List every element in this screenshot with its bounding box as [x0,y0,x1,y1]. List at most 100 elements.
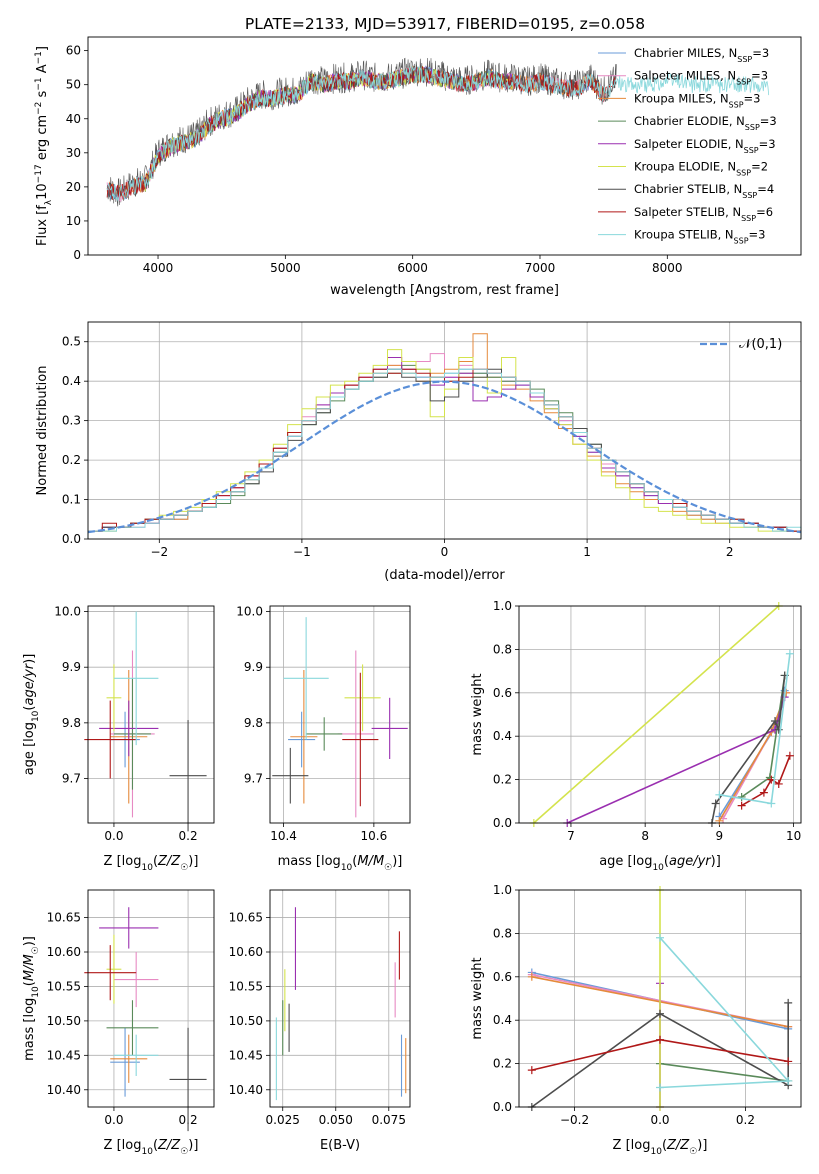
x-tick-label: 1 [583,545,591,559]
axes-frame [269,889,411,1108]
y-tick-label: 0 [73,248,81,262]
model-spectrum-line [106,65,617,200]
y-tick-label: 20 [66,180,81,194]
x-tick-label: 0.075 [372,1113,406,1127]
y-tick-label: 30 [66,146,81,160]
spectrum-panel: 4000 5000 6000 7000 8000 0 10 20 30 40 50 60 Chabrie… [34,36,802,298]
model-spectrum-line [106,67,605,202]
x-tick-label: −1 [293,545,311,559]
weight-marker [656,1035,664,1044]
y-tick-label: 0.8 [493,926,512,940]
y-tick-label: 9.7 [244,771,263,785]
x-tick-label: 9 [716,829,724,843]
y-tick-label: 0.0 [62,532,81,546]
weight-marker [711,799,720,808]
x-tick-label: 0.0 [104,829,123,843]
y-tick-label: 10.55 [229,979,263,993]
normal-curve [87,380,802,534]
y-tick-label: 9.9 [244,660,263,674]
y-tick-label: 10.40 [47,1083,81,1097]
x-tick-label: 0.2 [736,1113,755,1127]
legend-entry: Chabrier ELODIE, NSSP=3 [634,114,777,132]
weight-marker [656,1083,664,1092]
x-axis-label: age [log10(age/yr)] [599,854,721,873]
weight-marker [527,1066,536,1075]
y-tick-label: 1.0 [493,599,512,613]
weight-marker [774,725,783,734]
y-tick-label: 10.40 [229,1083,263,1097]
x-tick-label: 0.0 [650,1113,669,1127]
y-tick-label: 0.3 [62,414,81,428]
weight-line [659,937,790,1089]
y-tick-label: 0.4 [493,1013,512,1027]
y-axis-label: age [log10(age/yr)] [22,654,41,776]
mass-vs-reddening-panel: 0.025 0.050 0.075 10.40 10.45 10.50 10.55 10.60… [229,889,411,1153]
weight-marker [784,1057,793,1066]
weight-marker [527,972,536,981]
axes-frame [269,605,411,824]
y-axis-label: mass weight [470,673,485,755]
x-tick-label: 5000 [270,261,301,275]
x-tick-label: 2 [726,545,734,559]
legend-entry: Kroupa STELIB, NSSP=3 [634,228,765,246]
x-axis-label: Z [log10(Z/Z☉)] [613,1138,708,1157]
x-axis-label: Z [log10(Z/Z☉)] [104,1138,199,1157]
y-tick-label: 0.0 [493,816,512,830]
weight-vs-metallicity-panel: −0.2 0.0 0.2 0.0 0.2 0.4 0.6 0.8 1.0 Z [log10(Z/Z… [470,883,802,1157]
y-tick-label: 10.60 [229,945,263,959]
weight-marker [656,933,664,942]
y-tick-label: 9.9 [62,660,81,674]
y-axis-label: mass weight [470,957,485,1039]
age-vs-metallicity-panel: 0.0 0.2 9.7 9.8 9.9 10.0 Z [log10(Z/Z☉)] age [l… [22,605,215,873]
legend-entry: Salpeter STELIB, NSSP=6 [634,205,773,223]
y-tick-label: 9.8 [244,716,263,730]
y-tick-label: 60 [66,44,81,58]
x-tick-label: 10 [786,829,801,843]
y-tick-label: 10.0 [54,605,81,619]
x-tick-label: 0 [441,545,449,559]
y-tick-label: 10.50 [229,1014,263,1028]
weight-line [659,1062,789,1082]
x-tick-label: −2 [150,545,168,559]
weight-marker [774,779,783,788]
weight-marker [737,792,746,801]
histogram-step-line [87,349,802,539]
y-tick-label: 0.4 [493,729,512,743]
x-tick-label: 0.2 [179,829,198,843]
y-tick-label: 10.65 [47,911,81,925]
y-axis-label: mass [log10(M/M☉)] [22,936,41,1061]
weight-marker [785,751,794,760]
x-axis-label: (data-model)/error [384,568,505,583]
x-tick-label: 0.0 [104,1113,123,1127]
weight-marker [771,717,780,726]
y-tick-label: 40 [66,112,81,126]
legend-entry: Chabrier MILES, NSSP=3 [634,46,769,64]
x-tick-label: 10.4 [270,829,297,843]
x-tick-label: 0.025 [266,1113,300,1127]
legend-entry: Kroupa MILES, NSSP=3 [634,91,760,109]
axes-frame [87,605,215,824]
x-axis-label: Z [log10(Z/Z☉)] [104,854,199,873]
axes-frame [87,321,802,540]
weight-marker [767,799,776,808]
weight-marker [737,801,746,810]
age-vs-mass-panel: 10.4 10.6 9.7 9.8 9.9 10.0 mass [log10(M/M☉)] [236,605,411,873]
x-tick-label: 0.050 [319,1113,353,1127]
figure-title: PLATE=2133, MJD=53917, FIBERID=0195, z=0… [245,15,645,33]
legend-entry: Chabrier STELIB, NSSP=4 [634,182,774,200]
y-tick-label: 10.65 [229,911,263,925]
x-tick-label: 7000 [525,261,556,275]
y-tick-label: 10.50 [47,1014,81,1028]
y-axis-label: Flux [fλ10−17 erg cm−2 s−1 A−1] [34,46,54,246]
legend-entry: Salpeter MILES, NSSP=3 [634,69,768,87]
legend-entry: Salpeter ELODIE, NSSP=3 [634,137,776,155]
weight-vs-age-panel: 7 8 9 10 0.0 0.2 0.4 0.6 0.8 1.0 age [log10(age/yr… [470,599,802,873]
weight-marker [785,649,794,658]
weight-line [533,605,780,824]
axes-frame [518,605,802,824]
weight-marker [784,1076,793,1085]
legend-entry: Kroupa ELODIE, NSSP=2 [634,160,768,178]
weight-marker [715,816,724,825]
